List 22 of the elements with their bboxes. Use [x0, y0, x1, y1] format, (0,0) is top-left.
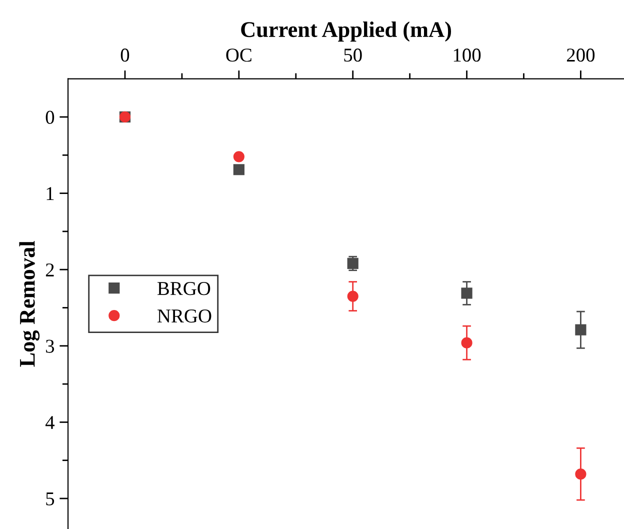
y-tick-label: 3	[46, 340, 54, 353]
legend-label: NRGO	[157, 310, 212, 323]
point	[575, 324, 586, 336]
point	[347, 290, 358, 302]
point	[461, 288, 472, 299]
x-axis-title: Current Applied (mA)	[241, 21, 452, 42]
x-tick-label: OC	[226, 48, 252, 62]
point	[461, 337, 472, 348]
point	[575, 468, 586, 480]
point	[233, 164, 244, 176]
x-tick-label: 50	[344, 48, 362, 62]
y-tick-label: 2	[46, 263, 54, 276]
y-tick-label: 0	[46, 110, 54, 124]
point	[233, 151, 244, 162]
y-axis-title: Log Removal	[19, 241, 40, 367]
y-tick-label: 4	[45, 416, 55, 429]
y-tick-label: 1	[46, 187, 54, 200]
y-tick-label: 5	[46, 492, 54, 506]
x-tick-label: 200	[566, 48, 595, 62]
x-tick-label: 0	[120, 48, 130, 62]
x-tick-label: 100	[454, 48, 481, 62]
legend-label: BRGO	[157, 282, 210, 296]
